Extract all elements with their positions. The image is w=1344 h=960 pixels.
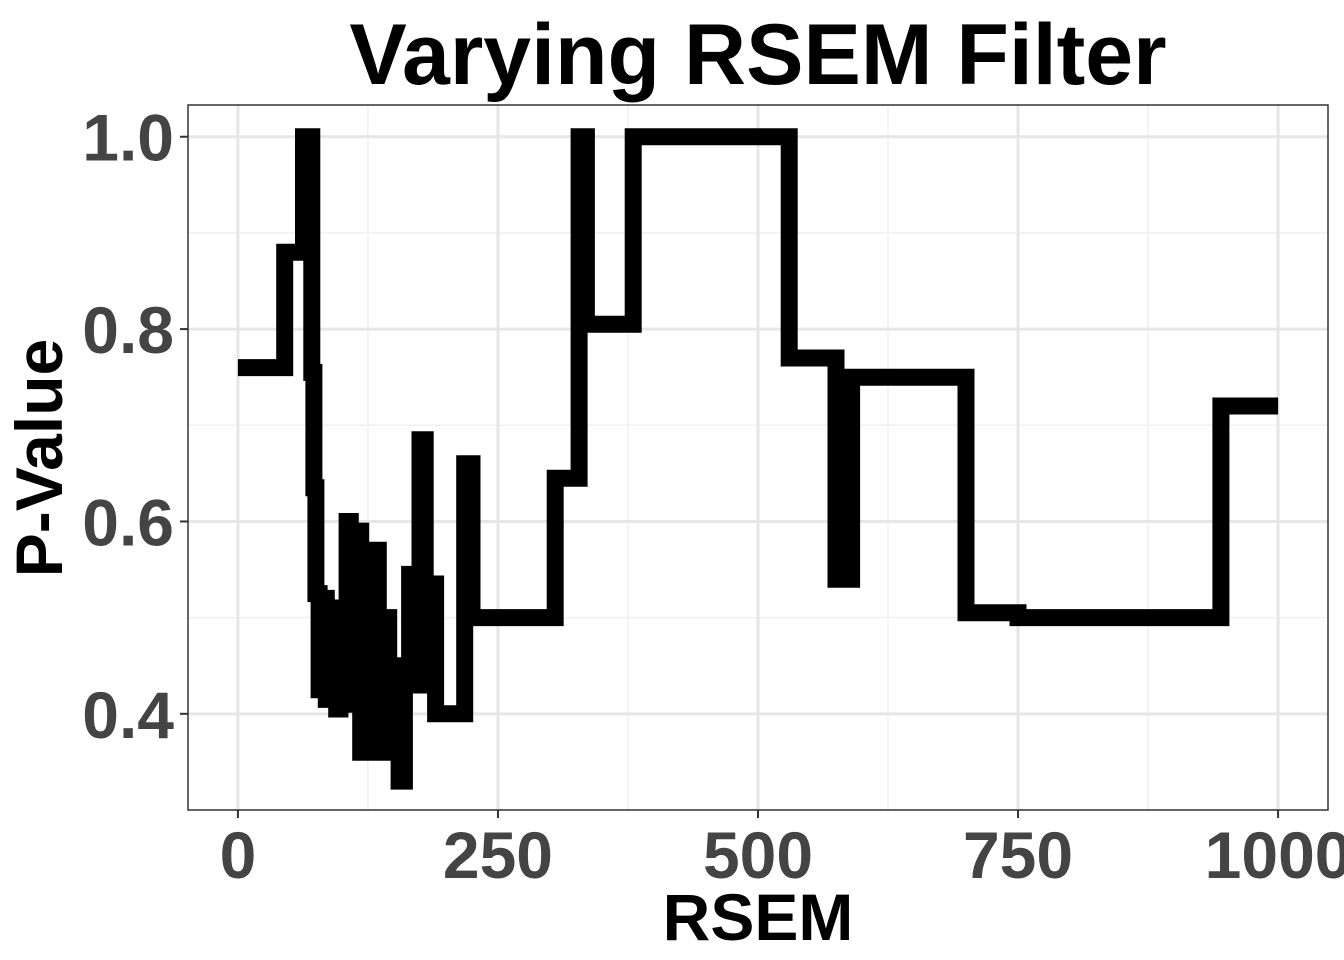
y-tick-label: 0.4	[82, 678, 174, 752]
y-tick-label: 1.0	[82, 101, 174, 175]
chart-title: Varying RSEM Filter	[349, 7, 1166, 103]
x-axis-label: RSEM	[663, 880, 854, 954]
x-tick-label: 0	[220, 818, 257, 892]
y-tick-label: 0.6	[82, 485, 174, 559]
series-layer	[237, 128, 1279, 790]
series-line-0	[237, 128, 1279, 790]
x-axis-ticks: 0 250 500 750 1000	[220, 810, 1344, 892]
y-axis-ticks: 0.4 0.6 0.8 1.0	[82, 101, 188, 752]
y-axis-label: P-Value	[2, 339, 76, 577]
y-tick-label: 0.8	[82, 293, 174, 367]
x-tick-label: 250	[443, 818, 553, 892]
x-tick-label: 750	[963, 818, 1073, 892]
x-tick-label: 1000	[1205, 818, 1344, 892]
x-tick-label: 500	[703, 818, 813, 892]
